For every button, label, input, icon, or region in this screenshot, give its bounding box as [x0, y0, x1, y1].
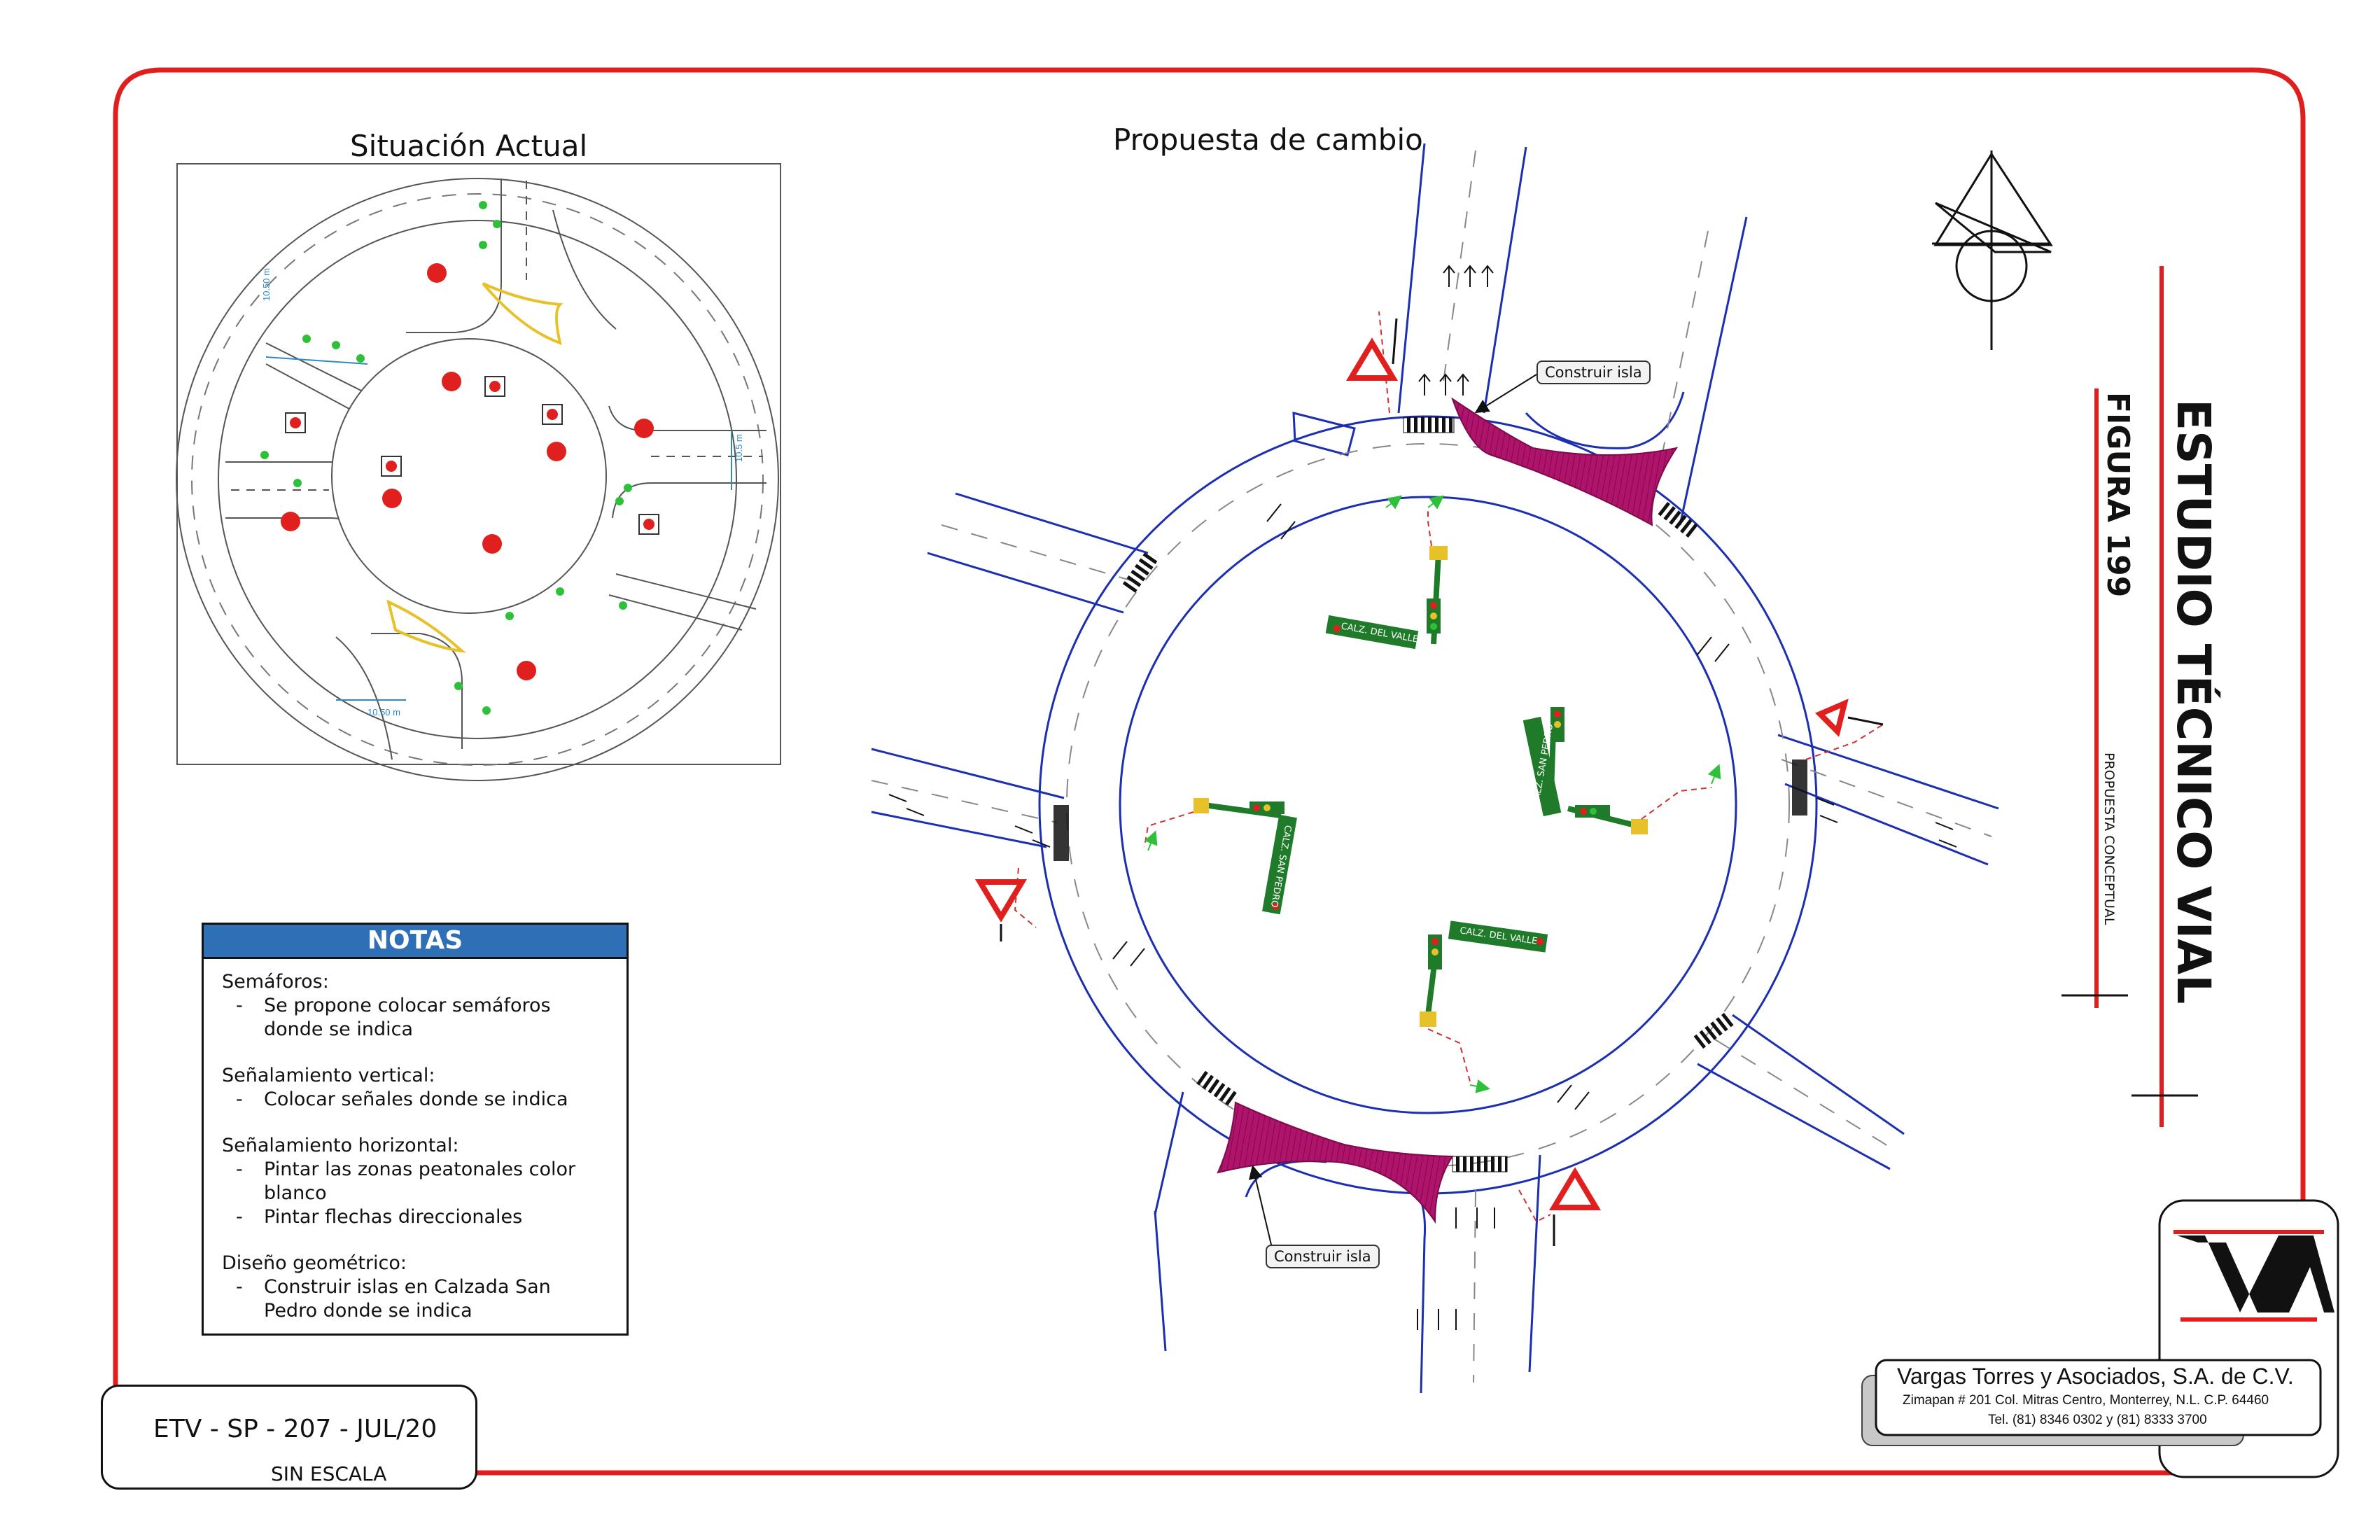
yield-sign-south	[1548, 1167, 1602, 1246]
notes-panel: NOTAS Semáforos: - Se propone colocar sem…	[202, 923, 629, 1336]
current-plan	[176, 178, 779, 781]
callout-build-island-bottom: Construir isla	[1266, 1245, 1380, 1268]
yield-sign-west	[974, 879, 1028, 941]
signal-assembly-east	[1522, 707, 1648, 834]
north-arrow	[1932, 150, 2053, 350]
current-green-markers	[260, 201, 632, 715]
drawing-code: ETV - SP - 207 - JUL/20	[153, 1415, 438, 1443]
notes-header: NOTAS	[204, 925, 626, 959]
proposal-island-north	[1451, 397, 1679, 526]
proposal-crosswalks	[1054, 416, 1807, 1172]
signal-assembly-south	[1420, 920, 1548, 1027]
notes-section-title: Semáforos:	[222, 971, 329, 993]
dim-top: 10.50 m	[261, 268, 272, 301]
notes-item: - Pintar las zonas peatonales color blanc…	[236, 1158, 576, 1204]
yield-sign-east	[1814, 699, 1884, 737]
notes-section: Diseño geométrico: - Construir islas en C…	[222, 1252, 608, 1323]
proposal-plan-title: Propuesta de cambio	[1113, 122, 1423, 157]
dim-right: 10.5 m	[734, 434, 744, 462]
notes-section: Semáforos: - Se propone colocar semáforos…	[222, 970, 608, 1042]
current-plan-title: Situación Actual	[350, 129, 588, 163]
company-name: Vargas Torres y Asociados, S.A. de C.V.	[1897, 1364, 2294, 1389]
main-title: ESTUDIO TÉCNICO VIAL	[2166, 399, 2220, 1004]
current-square-sign-dots	[290, 381, 654, 530]
subtitle: PROPUESTA CONCEPTUAL	[2101, 752, 2117, 925]
signal-assembly-north	[1325, 546, 1448, 650]
notes-body: Semáforos: - Se propone colocar semáforos…	[204, 959, 626, 1357]
signal-assembly-west	[1194, 798, 1297, 915]
notes-section-title: Señalamiento vertical:	[222, 1065, 435, 1086]
figure-number: FIGURA 199	[2100, 392, 2136, 598]
notes-item: - Colocar señales donde se indica	[236, 1088, 568, 1110]
notes-item: - Se propone colocar semáforos donde se i…	[236, 995, 551, 1040]
proposal-island-south	[1217, 1101, 1454, 1224]
notes-section-title: Señalamiento horizontal:	[222, 1135, 459, 1156]
drawing-code-box: ETV - SP - 207 - JUL/20 SIN ESCALA	[101, 1385, 477, 1490]
company-logo	[2174, 1230, 2334, 1322]
notes-section: Señalamiento horizontal: - Pintar las zon…	[222, 1134, 608, 1229]
roundabout-lane-divider	[1066, 443, 1790, 1167]
current-plan-roads	[225, 178, 766, 760]
yellow-island-north	[482, 282, 564, 346]
notes-section: Señalamiento vertical: - Colocar señales …	[222, 1064, 608, 1112]
company-address: Zimapan # 201 Col. Mitras Centro, Monter…	[1903, 1393, 2269, 1408]
notes-item: - Pintar flechas direccionales	[236, 1206, 523, 1228]
proposal-green-markers	[1144, 495, 1721, 1093]
dim-bottom: 10.50 m	[368, 707, 400, 718]
roundabout-inner	[1119, 496, 1737, 1114]
notes-item: - Construir islas en Calzada San Pedro do…	[236, 1276, 551, 1322]
yellow-island-south	[386, 599, 467, 653]
current-central-island	[331, 338, 607, 614]
yield-sign-north	[1345, 318, 1399, 381]
drawing-scale: SIN ESCALA	[271, 1462, 387, 1485]
callout-build-island-top: Construir isla	[1536, 360, 1651, 384]
notes-section-title: Diseño geométrico:	[222, 1252, 407, 1274]
company-info-box	[1875, 1359, 2322, 1436]
current-dimensions	[265, 356, 732, 701]
company-phone: Tel. (81) 8346 0302 y (81) 8333 3700	[1988, 1413, 2207, 1427]
proposal-lane-arrows	[888, 265, 1957, 1330]
current-stop-signs	[281, 263, 654, 680]
